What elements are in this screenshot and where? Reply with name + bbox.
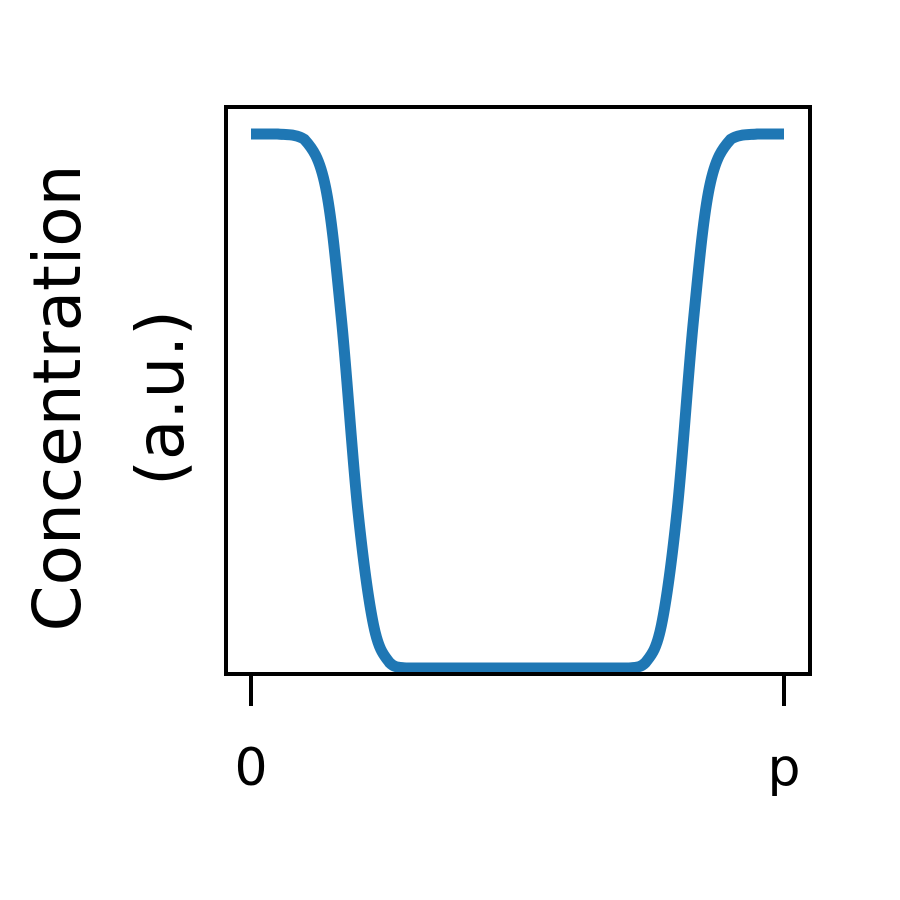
x-tick-label-1: p [767,738,800,798]
plot-frame [224,105,812,676]
y-axis-label-line-1: Concentration [19,165,96,632]
series-line-0 [251,128,784,674]
x-tick-label-0: 0 [234,738,267,798]
y-axis-label-line-2: (a.u.) [122,310,199,486]
plot-area [251,128,784,674]
